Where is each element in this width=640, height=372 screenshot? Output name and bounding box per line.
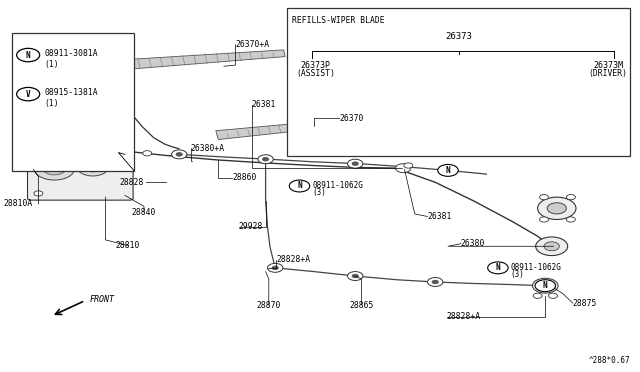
Text: N: N bbox=[543, 281, 548, 290]
Text: (1): (1) bbox=[45, 60, 60, 69]
Text: 28828+A: 28828+A bbox=[447, 312, 481, 321]
Text: V: V bbox=[26, 90, 31, 99]
Circle shape bbox=[143, 151, 152, 156]
Circle shape bbox=[535, 280, 556, 292]
Circle shape bbox=[438, 164, 458, 176]
Text: (3): (3) bbox=[312, 188, 326, 197]
Text: 28828+A: 28828+A bbox=[276, 255, 310, 264]
Text: (1): (1) bbox=[45, 99, 60, 108]
Text: 26373M: 26373M bbox=[593, 61, 623, 70]
Circle shape bbox=[34, 145, 43, 151]
Circle shape bbox=[118, 152, 127, 157]
Circle shape bbox=[34, 156, 75, 180]
Text: 26373: 26373 bbox=[445, 32, 472, 41]
Text: 28860: 28860 bbox=[232, 173, 257, 182]
Text: 26373P: 26373P bbox=[301, 61, 330, 70]
Text: 26370+A: 26370+A bbox=[236, 40, 269, 49]
Text: 29928: 29928 bbox=[239, 222, 263, 231]
Circle shape bbox=[43, 161, 66, 175]
Circle shape bbox=[532, 278, 558, 293]
Text: (3): (3) bbox=[511, 270, 525, 279]
Text: 26380: 26380 bbox=[461, 239, 485, 248]
Text: N: N bbox=[297, 182, 302, 190]
Text: REFILLS-WIPER BLADE: REFILLS-WIPER BLADE bbox=[292, 16, 385, 25]
Circle shape bbox=[34, 191, 43, 196]
Circle shape bbox=[540, 217, 548, 222]
FancyBboxPatch shape bbox=[28, 142, 133, 200]
Text: 28810A: 28810A bbox=[3, 199, 33, 208]
Circle shape bbox=[540, 282, 551, 289]
Text: 26380+A: 26380+A bbox=[191, 144, 225, 153]
Circle shape bbox=[488, 262, 508, 274]
Text: 28870: 28870 bbox=[257, 301, 281, 310]
Text: 08911-3081A: 08911-3081A bbox=[45, 49, 99, 58]
Text: 08911-1062G: 08911-1062G bbox=[312, 181, 363, 190]
Circle shape bbox=[566, 195, 575, 200]
Circle shape bbox=[348, 272, 363, 280]
Circle shape bbox=[540, 195, 548, 200]
Circle shape bbox=[84, 161, 102, 172]
Circle shape bbox=[262, 157, 269, 161]
Text: (ASSIST): (ASSIST) bbox=[296, 69, 335, 78]
Polygon shape bbox=[216, 115, 396, 140]
Text: 28875: 28875 bbox=[573, 299, 597, 308]
Circle shape bbox=[544, 242, 559, 251]
Circle shape bbox=[352, 162, 358, 166]
Circle shape bbox=[432, 280, 438, 284]
Circle shape bbox=[172, 150, 187, 159]
Circle shape bbox=[445, 169, 451, 172]
Polygon shape bbox=[293, 78, 406, 96]
Polygon shape bbox=[423, 80, 569, 100]
Circle shape bbox=[428, 278, 443, 286]
Circle shape bbox=[547, 203, 566, 214]
Circle shape bbox=[258, 155, 273, 164]
Text: 26381: 26381 bbox=[252, 100, 276, 109]
Text: 28865: 28865 bbox=[349, 301, 374, 310]
Text: FRONT: FRONT bbox=[90, 295, 115, 304]
Circle shape bbox=[536, 237, 568, 256]
Text: 28828: 28828 bbox=[120, 178, 144, 187]
Polygon shape bbox=[93, 50, 285, 72]
Circle shape bbox=[548, 293, 557, 298]
Circle shape bbox=[404, 163, 413, 168]
Text: 08911-1062G: 08911-1062G bbox=[511, 263, 561, 272]
Text: 08915-1381A: 08915-1381A bbox=[45, 88, 99, 97]
Circle shape bbox=[538, 197, 576, 219]
Text: N: N bbox=[445, 166, 451, 175]
Text: 26370: 26370 bbox=[339, 114, 364, 123]
Text: ^288*0.67: ^288*0.67 bbox=[589, 356, 630, 365]
Text: (DRIVER): (DRIVER) bbox=[589, 69, 627, 78]
Circle shape bbox=[17, 87, 40, 101]
Text: N: N bbox=[26, 51, 31, 60]
Text: N: N bbox=[495, 263, 500, 272]
Circle shape bbox=[268, 263, 283, 272]
Circle shape bbox=[17, 48, 40, 62]
Circle shape bbox=[176, 153, 182, 156]
Circle shape bbox=[396, 164, 411, 173]
Circle shape bbox=[348, 159, 363, 168]
Bar bbox=[12, 33, 134, 171]
Circle shape bbox=[440, 166, 456, 175]
Circle shape bbox=[352, 274, 358, 278]
Circle shape bbox=[109, 154, 128, 165]
Text: 26381: 26381 bbox=[428, 212, 452, 221]
Text: 28840: 28840 bbox=[132, 208, 156, 217]
Circle shape bbox=[77, 157, 109, 176]
Circle shape bbox=[272, 266, 278, 270]
Bar bbox=[287, 8, 630, 156]
Circle shape bbox=[533, 293, 542, 298]
Circle shape bbox=[289, 180, 310, 192]
Circle shape bbox=[566, 217, 575, 222]
Text: 28810: 28810 bbox=[116, 241, 140, 250]
